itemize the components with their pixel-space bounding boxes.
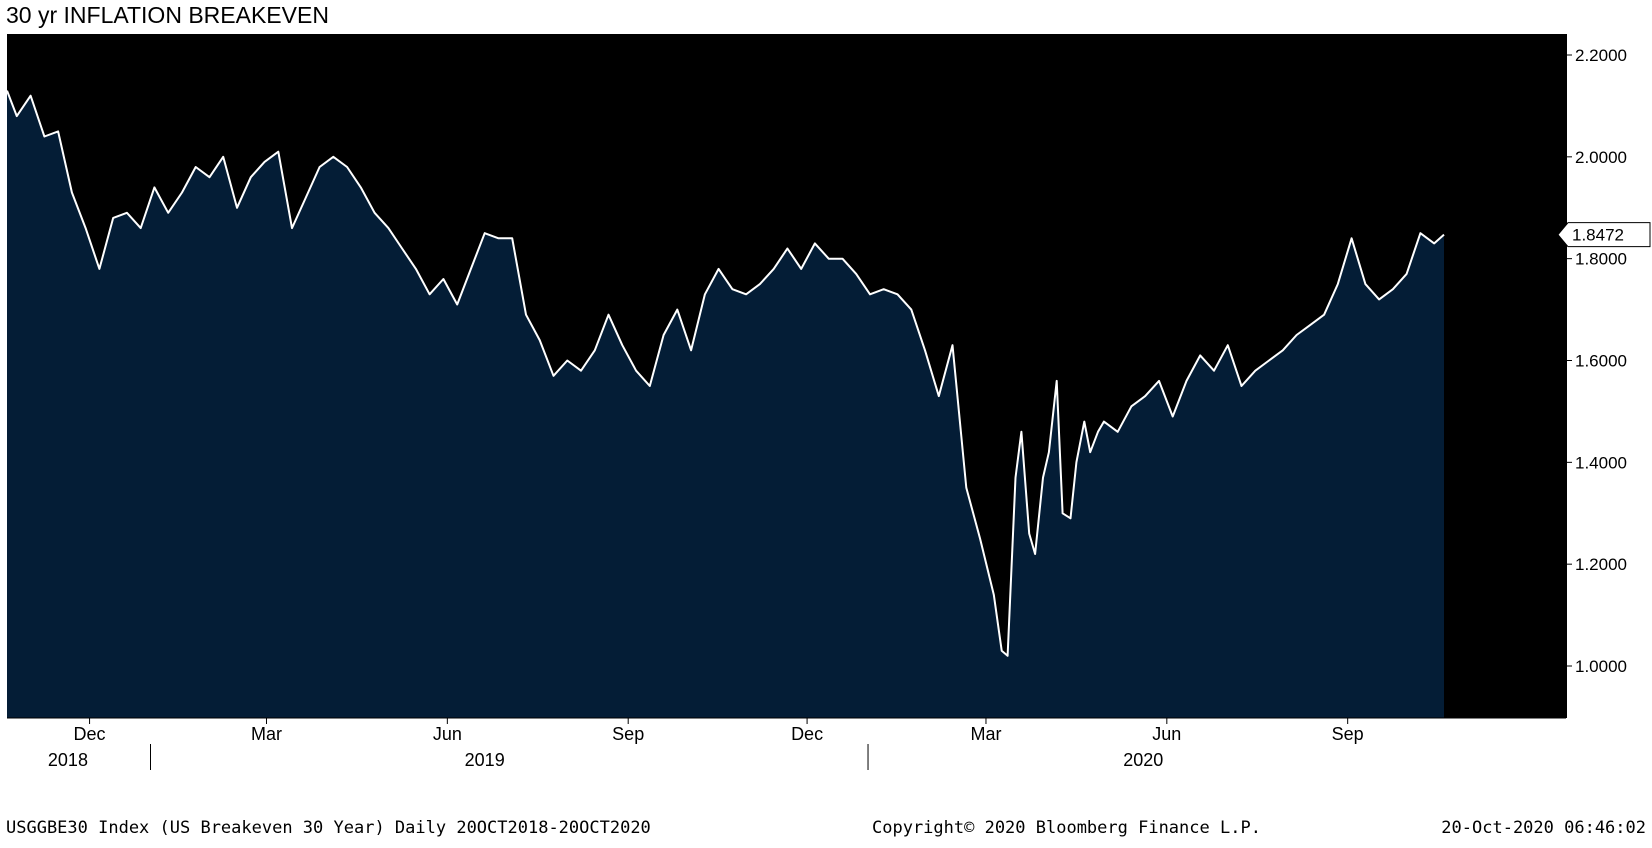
- footer-copyright: Copyright© 2020 Bloomberg Finance L.P.: [872, 818, 1261, 838]
- x-tick-label: Jun: [1152, 724, 1181, 744]
- x-tick-label: Sep: [612, 724, 644, 744]
- last-value-label: 1.8472: [1572, 226, 1624, 245]
- footer-timestamp: 20-Oct-2020 06:46:02: [1441, 818, 1646, 838]
- x-tick-label: Sep: [1332, 724, 1364, 744]
- x-tick-label: Dec: [791, 724, 823, 744]
- y-tick-label: 1.6000: [1575, 352, 1627, 371]
- x-year-label: 2018: [48, 750, 88, 770]
- x-year-label: 2019: [465, 750, 505, 770]
- chart-title: 30 yr INFLATION BREAKEVEN: [6, 2, 329, 28]
- y-tick-label: 1.8000: [1575, 250, 1627, 269]
- x-tick-label: Jun: [433, 724, 462, 744]
- series-area: [7, 90, 1444, 719]
- x-tick-label: Mar: [970, 724, 1001, 744]
- y-tick-label: 1.0000: [1575, 657, 1627, 676]
- y-tick-label: 2.2000: [1575, 46, 1627, 65]
- x-tick-label: Mar: [251, 724, 282, 744]
- footer-ticker-description: USGGBE30 Index (US Breakeven 30 Year) Da…: [6, 818, 651, 838]
- y-tick-label: 1.2000: [1575, 555, 1627, 574]
- y-tick-label: 1.4000: [1575, 453, 1627, 472]
- series-line: [6, 90, 1445, 657]
- x-year-label: 2020: [1123, 750, 1163, 770]
- x-tick-label: Dec: [74, 724, 106, 744]
- y-tick-label: 2.0000: [1575, 148, 1627, 167]
- last-value-tag: [1557, 222, 1651, 248]
